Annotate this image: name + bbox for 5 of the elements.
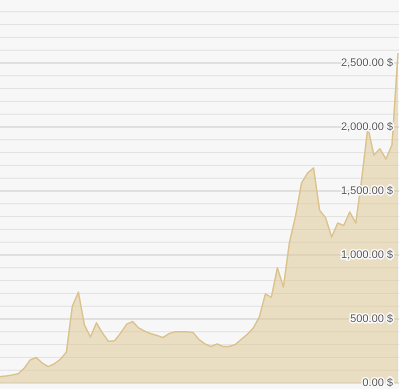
y-tick-label: 1,000.00 $: [341, 248, 393, 261]
y-tick-label: 500.00 $: [350, 312, 393, 325]
y-tick-label: 0.00 $: [362, 376, 393, 389]
y-tick-label: 1,500.00 $: [341, 184, 393, 197]
y-tick-label: 2,500.00 $: [341, 56, 393, 69]
